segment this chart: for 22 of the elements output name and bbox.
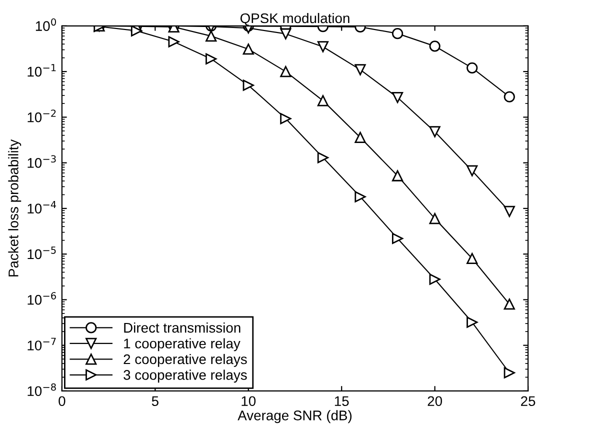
legend-label: 3 cooperative relays [124,370,247,383]
x-tick-label: 10 [242,396,256,406]
y-tick-label: 10$^{−6}$ [28,292,56,305]
y-tick-label: 10$^{−3}$ [28,155,56,168]
y-tick-label: 10$^{0}$ [36,18,56,31]
y-tick-label: 10$^{−1}$ [28,64,56,77]
x-tick-label: 0 [58,396,66,406]
legend-label: 1 cooperative relay [124,338,240,352]
x-tick-label: 5 [152,396,158,406]
x-tick-label: 25 [521,396,536,406]
y-tick-label: 10$^{−8}$ [28,383,56,396]
x-tick-label: 15 [334,396,349,406]
x-axis-title: Average SNR (dB) [238,410,352,424]
x-tick-label: 20 [428,396,442,406]
chart-title: QPSK modulation [240,12,350,26]
y-tick-label: 10$^{−4}$ [28,200,56,214]
y-axis-title: Packet loss probability [8,139,22,276]
legend-label: Direct transmission [124,322,240,333]
y-tick-label: 10$^{−2}$ [28,110,56,122]
legend-label: 2 cooperative relays [124,354,247,367]
y-tick-label: 10$^{−7}$ [28,338,56,350]
y-tick-label: 10$^{−5}$ [28,246,56,260]
